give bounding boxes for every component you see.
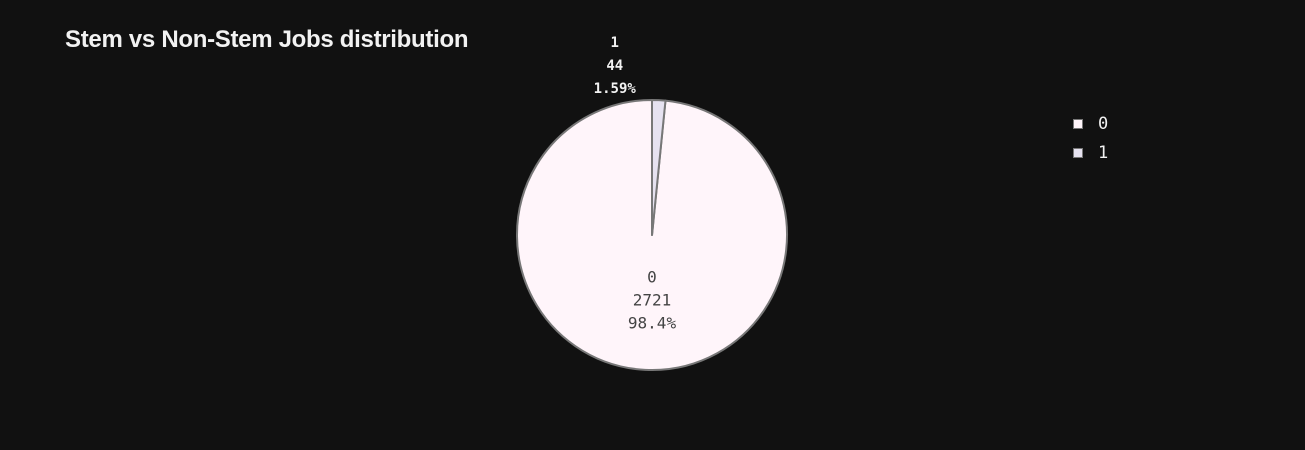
legend-item-1[interactable]: 1 xyxy=(1073,138,1108,167)
slice-label-percent-1: 1.59% xyxy=(594,81,637,97)
slices-layer xyxy=(516,99,788,371)
slice-label-value-1: 44 xyxy=(606,58,623,74)
slice-label-percent-0: 98.4% xyxy=(628,314,677,333)
pie-slice-1[interactable] xyxy=(651,99,667,236)
chart-title: Stem vs Non-Stem Jobs distribution xyxy=(65,26,469,53)
slice-label-value-0: 2721 xyxy=(633,291,672,310)
legend-item-0[interactable]: 0 xyxy=(1073,109,1108,138)
legend-swatch-0 xyxy=(1073,118,1083,129)
legend-label-0: 0 xyxy=(1098,113,1109,134)
slice-label-category-1: 1 xyxy=(611,35,619,51)
labels-layer: 0 2721 98.4% 1 44 1.59% xyxy=(594,35,677,333)
slice-label-category-0: 0 xyxy=(647,268,657,287)
legend-swatch-1 xyxy=(1073,147,1083,158)
legend-label-1: 1 xyxy=(1098,142,1109,163)
